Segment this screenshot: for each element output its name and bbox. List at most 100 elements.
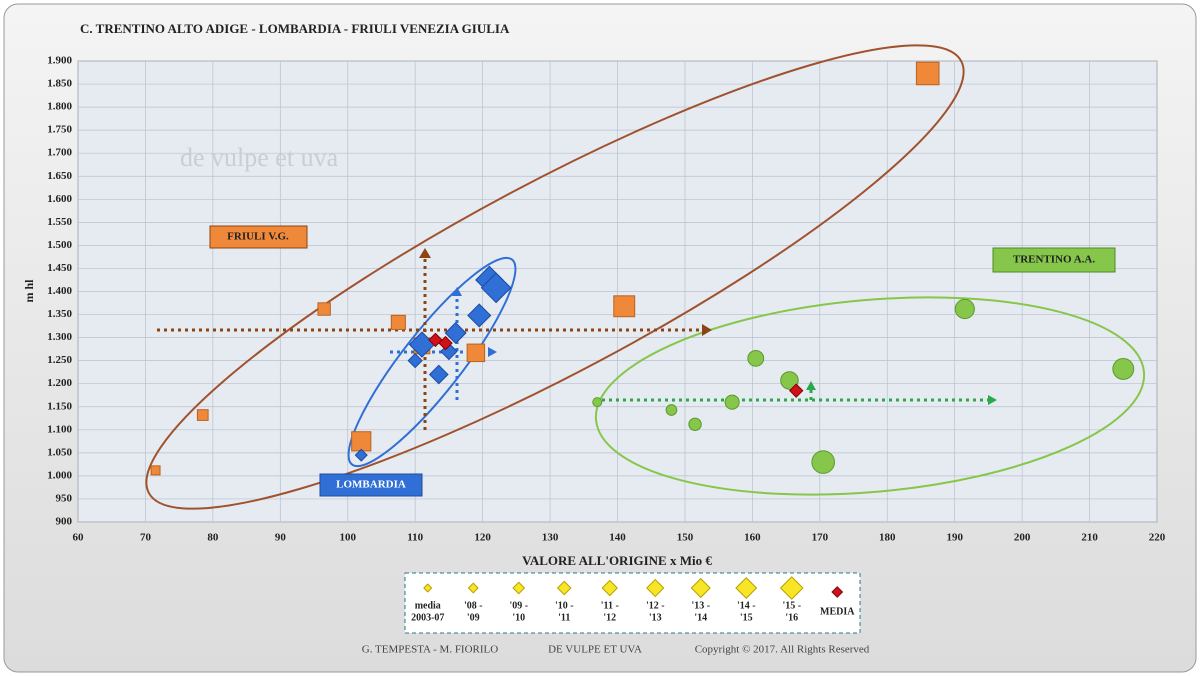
marker (789, 383, 804, 398)
y-tick-label: 900 (56, 516, 73, 528)
marker (779, 576, 804, 600)
y-tick-label: 1.400 (47, 285, 72, 297)
marker (601, 579, 618, 597)
marker (467, 582, 479, 594)
marker (592, 397, 603, 408)
legend-label: '09 - (509, 600, 528, 611)
group-ellipse (145, 44, 965, 510)
footer-text: DE VULPE ET UVA (548, 644, 642, 656)
y-tick-label: 1.650 (47, 170, 72, 182)
legend-label: 2003-07 (411, 612, 444, 623)
x-tick-label: 100 (340, 532, 357, 544)
legend-label: '10 (512, 612, 525, 623)
label-box (319, 473, 423, 497)
x-tick-label: 180 (879, 532, 896, 544)
x-tick-label: 80 (207, 532, 219, 544)
y-tick-label: 1.500 (47, 239, 72, 251)
y-tick-label: 1.150 (47, 400, 72, 412)
y-tick-label: 1.750 (47, 124, 72, 136)
legend-label: MEDIA (820, 606, 855, 617)
footer-text: G. TEMPESTA - M. FIORILO (362, 644, 498, 656)
y-tick-label: 1.850 (47, 78, 72, 90)
marker (150, 465, 161, 476)
marker (780, 371, 799, 390)
legend-label: '13 (649, 612, 662, 623)
y-tick-label: 1.800 (47, 101, 72, 113)
legend-label: '13 - (691, 600, 710, 611)
marker (954, 298, 975, 320)
marker (438, 335, 453, 351)
marker (665, 404, 678, 416)
marker (556, 580, 572, 596)
x-tick-label: 70 (140, 532, 152, 544)
marker (811, 450, 835, 474)
x-tick-label: 160 (744, 532, 761, 544)
y-tick-label: 1.900 (47, 55, 72, 67)
arrow-heads (419, 248, 997, 405)
x-tick-label: 130 (542, 532, 559, 544)
x-tick-label: 60 (73, 532, 85, 544)
legend (404, 572, 861, 634)
x-tick-label: 190 (946, 532, 963, 544)
footer-text: Copyright © 2017. All Rights Reserved (695, 644, 870, 656)
x-axis-label: VALORE ALL'ORIGINE x Mio € (522, 553, 712, 568)
legend-label: '15 - (782, 600, 801, 611)
legend-label: '08 - (464, 600, 483, 611)
marker (1112, 357, 1135, 380)
x-tick-label: 220 (1149, 532, 1166, 544)
marker (466, 343, 486, 363)
marker (407, 352, 423, 369)
group-label: LOMBARDIA (336, 479, 406, 491)
marker (423, 583, 433, 593)
group-label: FRIULI V.G. (227, 231, 289, 243)
marker (690, 577, 711, 599)
y-tick-label: 950 (56, 492, 73, 504)
x-tick-label: 140 (609, 532, 626, 544)
marker (831, 586, 844, 598)
y-tick-label: 1.200 (47, 377, 72, 389)
marker (480, 272, 512, 304)
marker (317, 302, 331, 316)
y-tick-label: 1.250 (47, 354, 72, 366)
y-tick-label: 1.300 (47, 331, 72, 343)
legend-label: '11 - (601, 600, 619, 611)
marker (613, 295, 636, 318)
legend-label: '09 (467, 612, 480, 623)
legend-label: '15 (740, 612, 753, 623)
x-tick-label: 150 (677, 532, 694, 544)
label-box (209, 225, 308, 249)
x-tick-label: 120 (474, 532, 491, 544)
group-label: TRENTINO A.A. (1013, 254, 1095, 266)
y-tick-label: 1.550 (47, 216, 72, 228)
watermark: de vulpe et uva (180, 143, 339, 172)
legend-label: '14 (694, 612, 707, 623)
y-axis-label: m hl (22, 279, 36, 303)
marker (444, 322, 467, 344)
marker (512, 581, 526, 595)
marker (196, 409, 209, 421)
y-tick-label: 1.050 (47, 446, 72, 458)
x-tick-label: 200 (1014, 532, 1031, 544)
marker (467, 303, 492, 328)
label-box (992, 247, 1116, 273)
marker (354, 448, 368, 462)
legend-label: '10 - (555, 600, 574, 611)
marker (747, 349, 765, 367)
legend-label: '14 - (737, 600, 756, 611)
x-tick-label: 210 (1081, 532, 1098, 544)
chart-title: C. TRENTINO ALTO ADIGE - LOMBARDIA - FRI… (80, 21, 510, 36)
group-ellipse (594, 296, 1146, 496)
marker (724, 394, 740, 410)
marker (646, 578, 665, 598)
y-tick-label: 1.700 (47, 147, 72, 159)
y-tick-label: 1.450 (47, 262, 72, 274)
legend-label: '16 (785, 612, 798, 623)
legend-label: '12 (603, 612, 616, 623)
y-tick-label: 1.000 (47, 469, 72, 481)
x-tick-label: 110 (407, 532, 423, 544)
marker (735, 577, 758, 599)
marker (390, 314, 406, 330)
marker (915, 61, 940, 86)
legend-label: media (415, 600, 441, 611)
